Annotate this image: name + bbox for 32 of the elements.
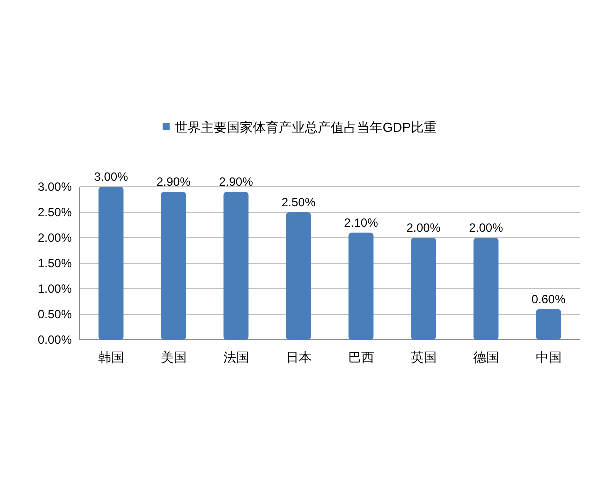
bar — [536, 309, 562, 340]
data-label: 0.60% — [532, 292, 566, 306]
bar — [474, 238, 499, 340]
x-tick-label: 美国 — [160, 350, 187, 365]
x-tick-label: 英国 — [410, 350, 437, 365]
data-label: 2.00% — [406, 221, 442, 235]
x-tick-label: 巴西 — [348, 350, 374, 365]
data-label: 2.00% — [469, 221, 504, 235]
data-label: 2.90% — [219, 175, 254, 190]
bar — [224, 192, 249, 340]
data-label: 2.50% — [282, 196, 316, 210]
bar — [98, 187, 124, 340]
y-tick-label: 0.50% — [38, 308, 72, 322]
y-tick-label: 0.00% — [38, 333, 72, 347]
bar — [161, 192, 186, 340]
bar — [348, 232, 374, 340]
data-label: 2.90% — [156, 175, 192, 190]
y-tick-label: 2.00% — [38, 231, 72, 245]
data-label: 3.00% — [94, 170, 129, 184]
bar — [411, 238, 436, 340]
y-tick-label: 1.00% — [38, 282, 72, 296]
y-tick-label: 1.50% — [38, 256, 72, 270]
x-tick-label: 法国 — [223, 350, 250, 365]
legend-label: 世界主要国家体育产业总产值占当年GDP比重 — [174, 120, 438, 135]
y-tick-label: 3.00% — [38, 180, 72, 194]
x-tick-label: 中国 — [536, 350, 562, 365]
bar — [286, 212, 312, 340]
x-tick-label: 日本 — [286, 350, 312, 365]
x-tick-label: 韩国 — [98, 350, 124, 365]
x-tick-label: 德国 — [473, 350, 500, 365]
y-tick-label: 2.50% — [38, 206, 72, 220]
data-label: 2.10% — [344, 216, 379, 230]
